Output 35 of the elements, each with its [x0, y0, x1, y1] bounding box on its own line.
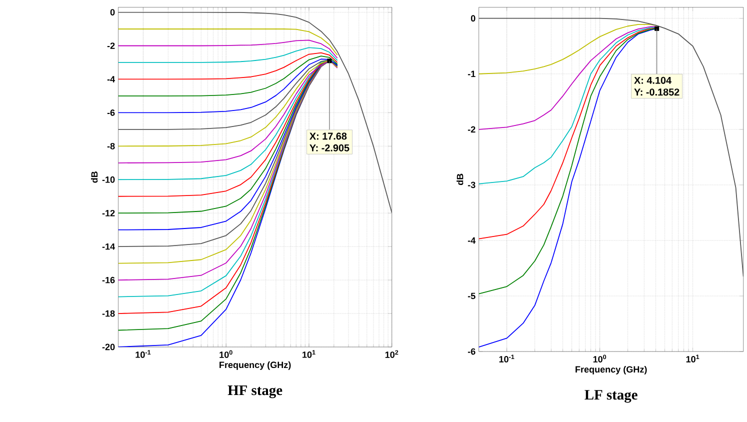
- y-tick-label: -6: [107, 109, 115, 116]
- annotation: X: 17.68: [310, 132, 347, 140]
- x-axis-title: Frequency (GHz): [220, 361, 291, 370]
- x-tick-label: 10$^{0}$: [593, 354, 606, 362]
- y-tick-label: -2: [468, 126, 476, 132]
- x-tick-label: 10$^{-1}$: [499, 354, 514, 362]
- text: LF stage: [584, 390, 638, 403]
- y-tick-label: -3: [468, 182, 476, 188]
- y-tick-label: 0: [110, 8, 115, 16]
- x-tick-label: 10$^{0}$: [220, 350, 232, 358]
- y-tick-label: -2: [107, 42, 115, 49]
- y-tick-label: -20: [102, 344, 115, 350]
- x-tick-label: 10$^{1}$: [686, 354, 700, 362]
- y-tick-label: -16: [102, 276, 115, 284]
- y-axis-title: dB: [90, 171, 98, 183]
- y-tick-label: -10: [102, 176, 115, 183]
- x-tick-label: 10$^{-1}$: [136, 350, 151, 358]
- annotation: X: 4.104: [634, 76, 672, 84]
- annotation: Y: -2.905: [310, 144, 350, 152]
- y-tick-label: -4: [468, 237, 476, 244]
- y-tick-label: -18: [102, 310, 115, 317]
- x-tick-label: 10$^{1}$: [302, 350, 316, 358]
- y-tick-label: -6: [468, 348, 476, 355]
- y-tick-label: -1: [468, 70, 476, 77]
- x-tick-label: 10$^{2}$: [385, 350, 398, 358]
- y-tick-label: -4: [107, 76, 115, 82]
- y-tick-label: -5: [468, 292, 476, 300]
- y-tick-label: -14: [102, 243, 115, 250]
- y-tick-label: -12: [102, 210, 115, 216]
- annotation: Y: -0.1852: [634, 88, 680, 96]
- y-tick-label: 0: [470, 15, 476, 22]
- y-axis-title: dB: [456, 174, 464, 185]
- x-axis-title: Frequency (GHz): [576, 366, 647, 374]
- text: HF stage: [228, 385, 282, 398]
- y-tick-label: -8: [107, 142, 115, 150]
